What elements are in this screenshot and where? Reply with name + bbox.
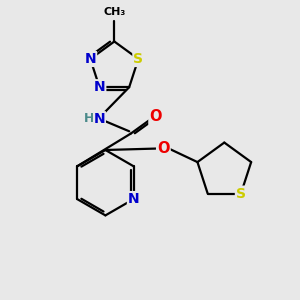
Text: CH₃: CH₃: [103, 7, 125, 17]
Text: O: O: [149, 109, 162, 124]
Text: N: N: [85, 52, 96, 66]
Text: S: S: [134, 52, 143, 66]
Text: N: N: [128, 192, 140, 206]
Text: H: H: [84, 112, 94, 125]
Text: N: N: [94, 112, 105, 126]
Text: O: O: [157, 141, 170, 156]
Text: S: S: [236, 187, 246, 201]
Text: N: N: [94, 80, 105, 94]
